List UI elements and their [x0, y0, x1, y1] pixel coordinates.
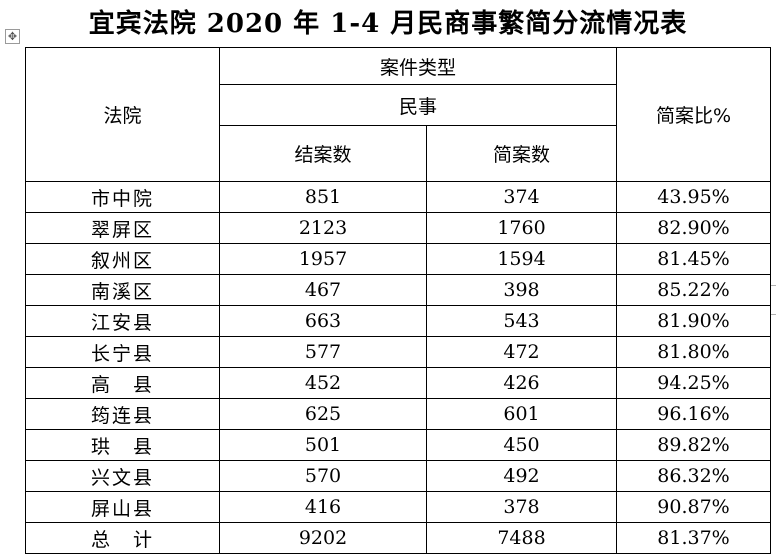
cell-ratio: 81.80%	[616, 336, 772, 368]
cell-court: 总 计	[25, 522, 220, 554]
cell-closed: 452	[219, 367, 427, 399]
table-row: 屏山县 416 378 90.87%	[25, 491, 772, 523]
table-row: 南溪区 467 398 85.22%	[25, 274, 772, 306]
cell-court: 珙 县	[25, 429, 220, 461]
table-row: 兴文县 570 492 86.32%	[25, 460, 772, 492]
cell-ratio: 85.22%	[616, 274, 772, 306]
cell-closed: 1957	[219, 243, 427, 275]
cell-closed: 416	[219, 491, 427, 523]
cell-court: 屏山县	[25, 491, 220, 523]
table-row: 高 县 452 426 94.25%	[25, 367, 772, 399]
cell-closed: 570	[219, 460, 427, 492]
cell-ratio: 89.82%	[616, 429, 772, 461]
table-row: 江安县 663 543 81.90%	[25, 305, 772, 337]
cell-ratio: 86.32%	[616, 460, 772, 492]
cell-court: 高 县	[25, 367, 220, 399]
cell-ratio: 96.16%	[616, 398, 772, 430]
cell-court: 江安县	[25, 305, 220, 337]
header-closed: 结案数	[219, 125, 427, 182]
header-ratio: 简案比%	[616, 47, 772, 182]
cell-simple: 378	[425, 491, 618, 523]
cell-simple: 398	[425, 274, 618, 306]
page-title: 宜宾法院 2020 年 1-4 月民商事繁简分流情况表	[88, 9, 688, 39]
header-case-type: 案件类型	[218, 47, 618, 85]
cell-closed: 625	[219, 398, 427, 430]
cell-court: 叙州区	[25, 243, 220, 275]
cell-ratio: 94.25%	[616, 367, 772, 399]
table-row: 筠连县 625 601 96.16%	[25, 398, 772, 430]
cell-court: 兴文县	[25, 460, 220, 492]
cell-simple: 374	[425, 181, 618, 213]
table-row: 市中院 851 374 43.95%	[25, 181, 772, 213]
cell-simple: 492	[425, 460, 618, 492]
cell-simple: 1760	[425, 212, 618, 244]
cell-court: 市中院	[25, 181, 220, 213]
table-row: 总 计 9202 7488 81.37%	[25, 522, 772, 554]
header-civil: 民事	[218, 84, 618, 126]
cell-closed: 577	[219, 336, 427, 368]
table-row: 翠屏区 2123 1760 82.90%	[25, 212, 772, 244]
cell-court: 翠屏区	[25, 212, 220, 244]
cell-ratio: 81.37%	[616, 522, 772, 554]
cell-simple: 543	[425, 305, 618, 337]
cell-court: 南溪区	[25, 274, 220, 306]
cell-simple: 472	[425, 336, 618, 368]
cell-ratio: 43.95%	[616, 181, 772, 213]
statistics-table: 法院 案件类型 简案比% 民事 结案数 简案数 市中院 851 374 43.95% 翠…	[25, 47, 772, 554]
cell-court: 长宁县	[25, 336, 220, 368]
cell-closed: 501	[219, 429, 427, 461]
cell-simple: 7488	[425, 522, 618, 554]
cell-closed: 2123	[219, 212, 427, 244]
cell-closed: 663	[219, 305, 427, 337]
table-row: 珙 县 501 450 89.82%	[25, 429, 772, 461]
cell-simple: 426	[425, 367, 618, 399]
table-row: 长宁县 577 472 81.80%	[25, 336, 772, 368]
header-court: 法院	[25, 47, 220, 182]
cell-closed: 851	[219, 181, 427, 213]
cell-ratio: 81.45%	[616, 243, 772, 275]
cell-closed: 467	[219, 274, 427, 306]
cell-court: 筠连县	[25, 398, 220, 430]
cell-simple: 601	[425, 398, 618, 430]
header-simple: 简案数	[425, 125, 618, 182]
table-move-icon[interactable]: ✥	[5, 29, 20, 44]
cell-ratio: 82.90%	[616, 212, 772, 244]
cell-closed: 9202	[219, 522, 427, 554]
cell-ratio: 90.87%	[616, 491, 772, 523]
cell-simple: 450	[425, 429, 618, 461]
cell-simple: 1594	[425, 243, 618, 275]
table-row: 叙州区 1957 1594 81.45%	[25, 243, 772, 275]
cell-ratio: 81.90%	[616, 305, 772, 337]
